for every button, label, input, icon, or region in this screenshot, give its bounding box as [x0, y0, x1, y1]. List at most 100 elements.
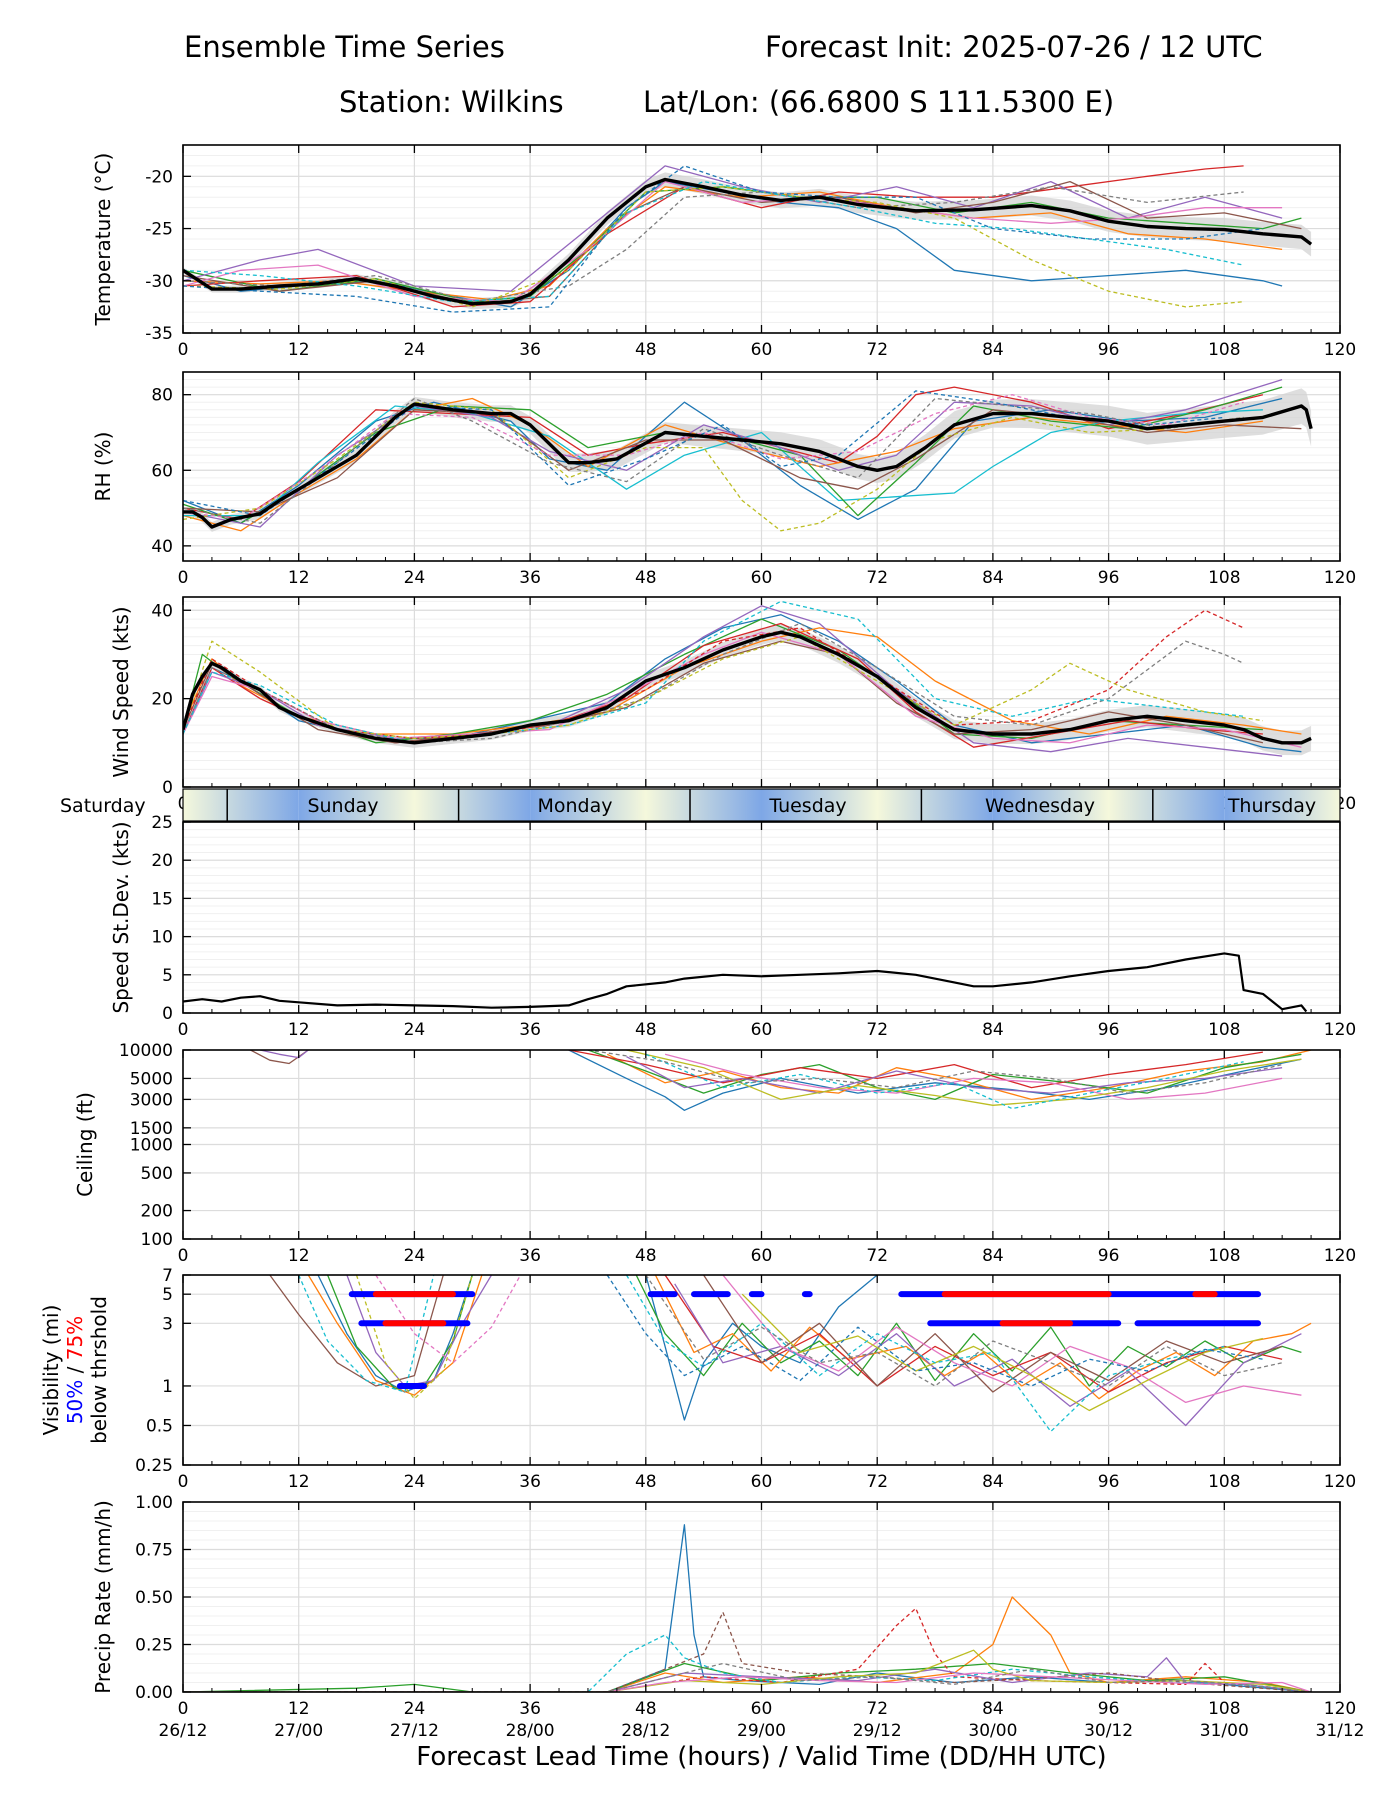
- member-line: [703, 1275, 1283, 1393]
- x-tick-label: 48: [635, 1699, 657, 1719]
- y-tick-label: 0.25: [135, 1456, 173, 1476]
- y-axis-label: RH (%): [91, 432, 115, 502]
- panel-6: 0 12 24 36 48 60 72 84 96 108 120 26/12 27/00 27/12 28…: [91, 1493, 1365, 1772]
- day-label: Sunday: [307, 795, 378, 817]
- x-tick-label: 36: [519, 568, 541, 588]
- y-tick-label: 3000: [130, 1090, 173, 1110]
- day-segment: [1224, 789, 1340, 821]
- member-line: [587, 1050, 1283, 1094]
- x-tick-label: 12: [288, 1020, 310, 1040]
- day-label: Monday: [537, 795, 612, 817]
- x-tick-label: 48: [635, 568, 657, 588]
- ensemble-spread-band: [183, 388, 1312, 532]
- member-line: [183, 1662, 1312, 1692]
- x-tick-label: 72: [866, 1020, 888, 1040]
- panel-5: 0 12 24 36 48 60 72 84 96 108 120 0.25 0.5 1 3 57 Visibi…: [39, 1266, 1356, 1492]
- y-tick-label: 0: [162, 778, 173, 798]
- y-tick-label: 60: [151, 461, 173, 481]
- x-tick-label: 0: [178, 1472, 189, 1492]
- x-tick-label: 96: [1098, 340, 1120, 360]
- x-date-label: 29/12: [853, 1721, 902, 1741]
- x-date-label: 28/00: [506, 1721, 555, 1741]
- x-tick-label: 108: [1208, 1472, 1240, 1492]
- forecast-init-label: Forecast Init: 2025-07-26 / 12 UTC: [765, 30, 1263, 64]
- y-tick-label: 20: [151, 851, 173, 871]
- x-tick-label: 0: [178, 1246, 189, 1266]
- x-date-label: 28/12: [621, 1721, 670, 1741]
- x-tick-label: 120: [1324, 340, 1356, 360]
- x-tick-label: 108: [1208, 1699, 1240, 1719]
- ensemble-mean-line: [183, 402, 1313, 529]
- panel-0: 0 12 24 36 48 60 72 84 96 108 120 -35 -30 -25 -20 Tempe…: [91, 144, 1356, 360]
- x-tick-label: 12: [288, 1246, 310, 1266]
- y-tick-label: 0.00: [135, 1683, 173, 1703]
- x-tick-label: 24: [404, 568, 426, 588]
- y-tick-label: 0.5: [146, 1416, 173, 1436]
- x-tick-label: 60: [751, 1699, 773, 1719]
- day-segment: [530, 789, 762, 821]
- member-line: [606, 1050, 1312, 1101]
- x-tick-label: 72: [866, 340, 888, 360]
- day-segment: [298, 789, 531, 821]
- y-tick-label: 40: [151, 601, 173, 621]
- y-tick-label: 0.25: [135, 1636, 173, 1656]
- y-tick-label: 0.50: [135, 1588, 173, 1608]
- y-axis-label-part: 75%: [63, 1316, 87, 1360]
- y-tick-label: -35: [145, 324, 173, 344]
- member-line: [298, 1275, 435, 1393]
- x-date-label: 27/00: [274, 1721, 323, 1741]
- member-line: [674, 1283, 1302, 1427]
- y-axis-label-threshold: below thrshold: [87, 1296, 111, 1444]
- x-tick-label: 120: [1324, 1246, 1356, 1266]
- x-tick-label: 0: [178, 568, 189, 588]
- member-line: [183, 1607, 1312, 1692]
- member-line: [722, 1275, 1302, 1404]
- latlon-label: Lat/Lon: (66.6800 S 111.5300 E): [643, 85, 1115, 119]
- y-axis-label-part: 50%: [63, 1380, 87, 1424]
- x-date-label: 31/12: [1316, 1721, 1365, 1741]
- x-tick-label: 12: [288, 1699, 310, 1719]
- member-line: [625, 1275, 1225, 1433]
- x-tick-label: 36: [519, 1699, 541, 1719]
- day-bar: Saturday Sunday Monday Tuesday Wednesday Thur…: [60, 788, 1341, 822]
- x-tick-label: 120: [1324, 1472, 1356, 1492]
- panel-1: 0 12 24 36 48 60 72 84 96 108 120 40 60 80 RH (%): [91, 371, 1356, 588]
- member-line: [183, 186, 1244, 303]
- x-tick-label: 84: [982, 340, 1004, 360]
- x-tick-label: 36: [519, 1020, 541, 1040]
- x-date-label: 31/00: [1200, 1721, 1249, 1741]
- x-tick-label: 48: [635, 1020, 657, 1040]
- member-line: [568, 1050, 1264, 1089]
- x-tick-label: 72: [866, 1246, 888, 1266]
- day-label: Thursday: [1227, 795, 1316, 817]
- member-line: [587, 1050, 1302, 1101]
- y-axis-label-part: /: [63, 1360, 87, 1379]
- y-tick-label: 100: [141, 1230, 173, 1250]
- member-line: [183, 397, 1263, 532]
- member-line: [183, 401, 1244, 532]
- member-line: [183, 165, 1283, 292]
- member-line: [635, 1275, 1302, 1387]
- y-tick-label: 10000: [119, 1041, 173, 1061]
- std-dev-line: [183, 952, 1308, 1013]
- x-tick-label: 84: [982, 568, 1004, 588]
- panel-3: 0 12 24 36 48 60 72 84 96 108 120 0 5 10 15 20 25 Speed S…: [109, 813, 1356, 1040]
- x-tick-label: 24: [404, 1472, 426, 1492]
- member-line: [183, 622, 1244, 744]
- ensemble-mean-line: [183, 630, 1312, 745]
- day-label: Tuesday: [768, 795, 846, 817]
- member-line: [259, 1050, 309, 1059]
- x-tick-label: 36: [519, 1246, 541, 1266]
- x-tick-label: 36: [519, 340, 541, 360]
- x-tick-label: 0: [178, 340, 189, 360]
- member-line: [664, 1053, 1283, 1101]
- panel-2: 0122436486072849610812002040Wind Speed (…: [109, 596, 1356, 814]
- x-tick-label: 24: [404, 1020, 426, 1040]
- y-tick-label: 0.75: [135, 1541, 173, 1561]
- x-tick-label: 12: [288, 1472, 310, 1492]
- x-tick-label: 120: [1324, 568, 1356, 588]
- y-tick-label: 15: [151, 889, 173, 909]
- x-tick-label: 24: [404, 1246, 426, 1266]
- day-segment: [992, 789, 1225, 821]
- x-tick-label: 60: [751, 340, 773, 360]
